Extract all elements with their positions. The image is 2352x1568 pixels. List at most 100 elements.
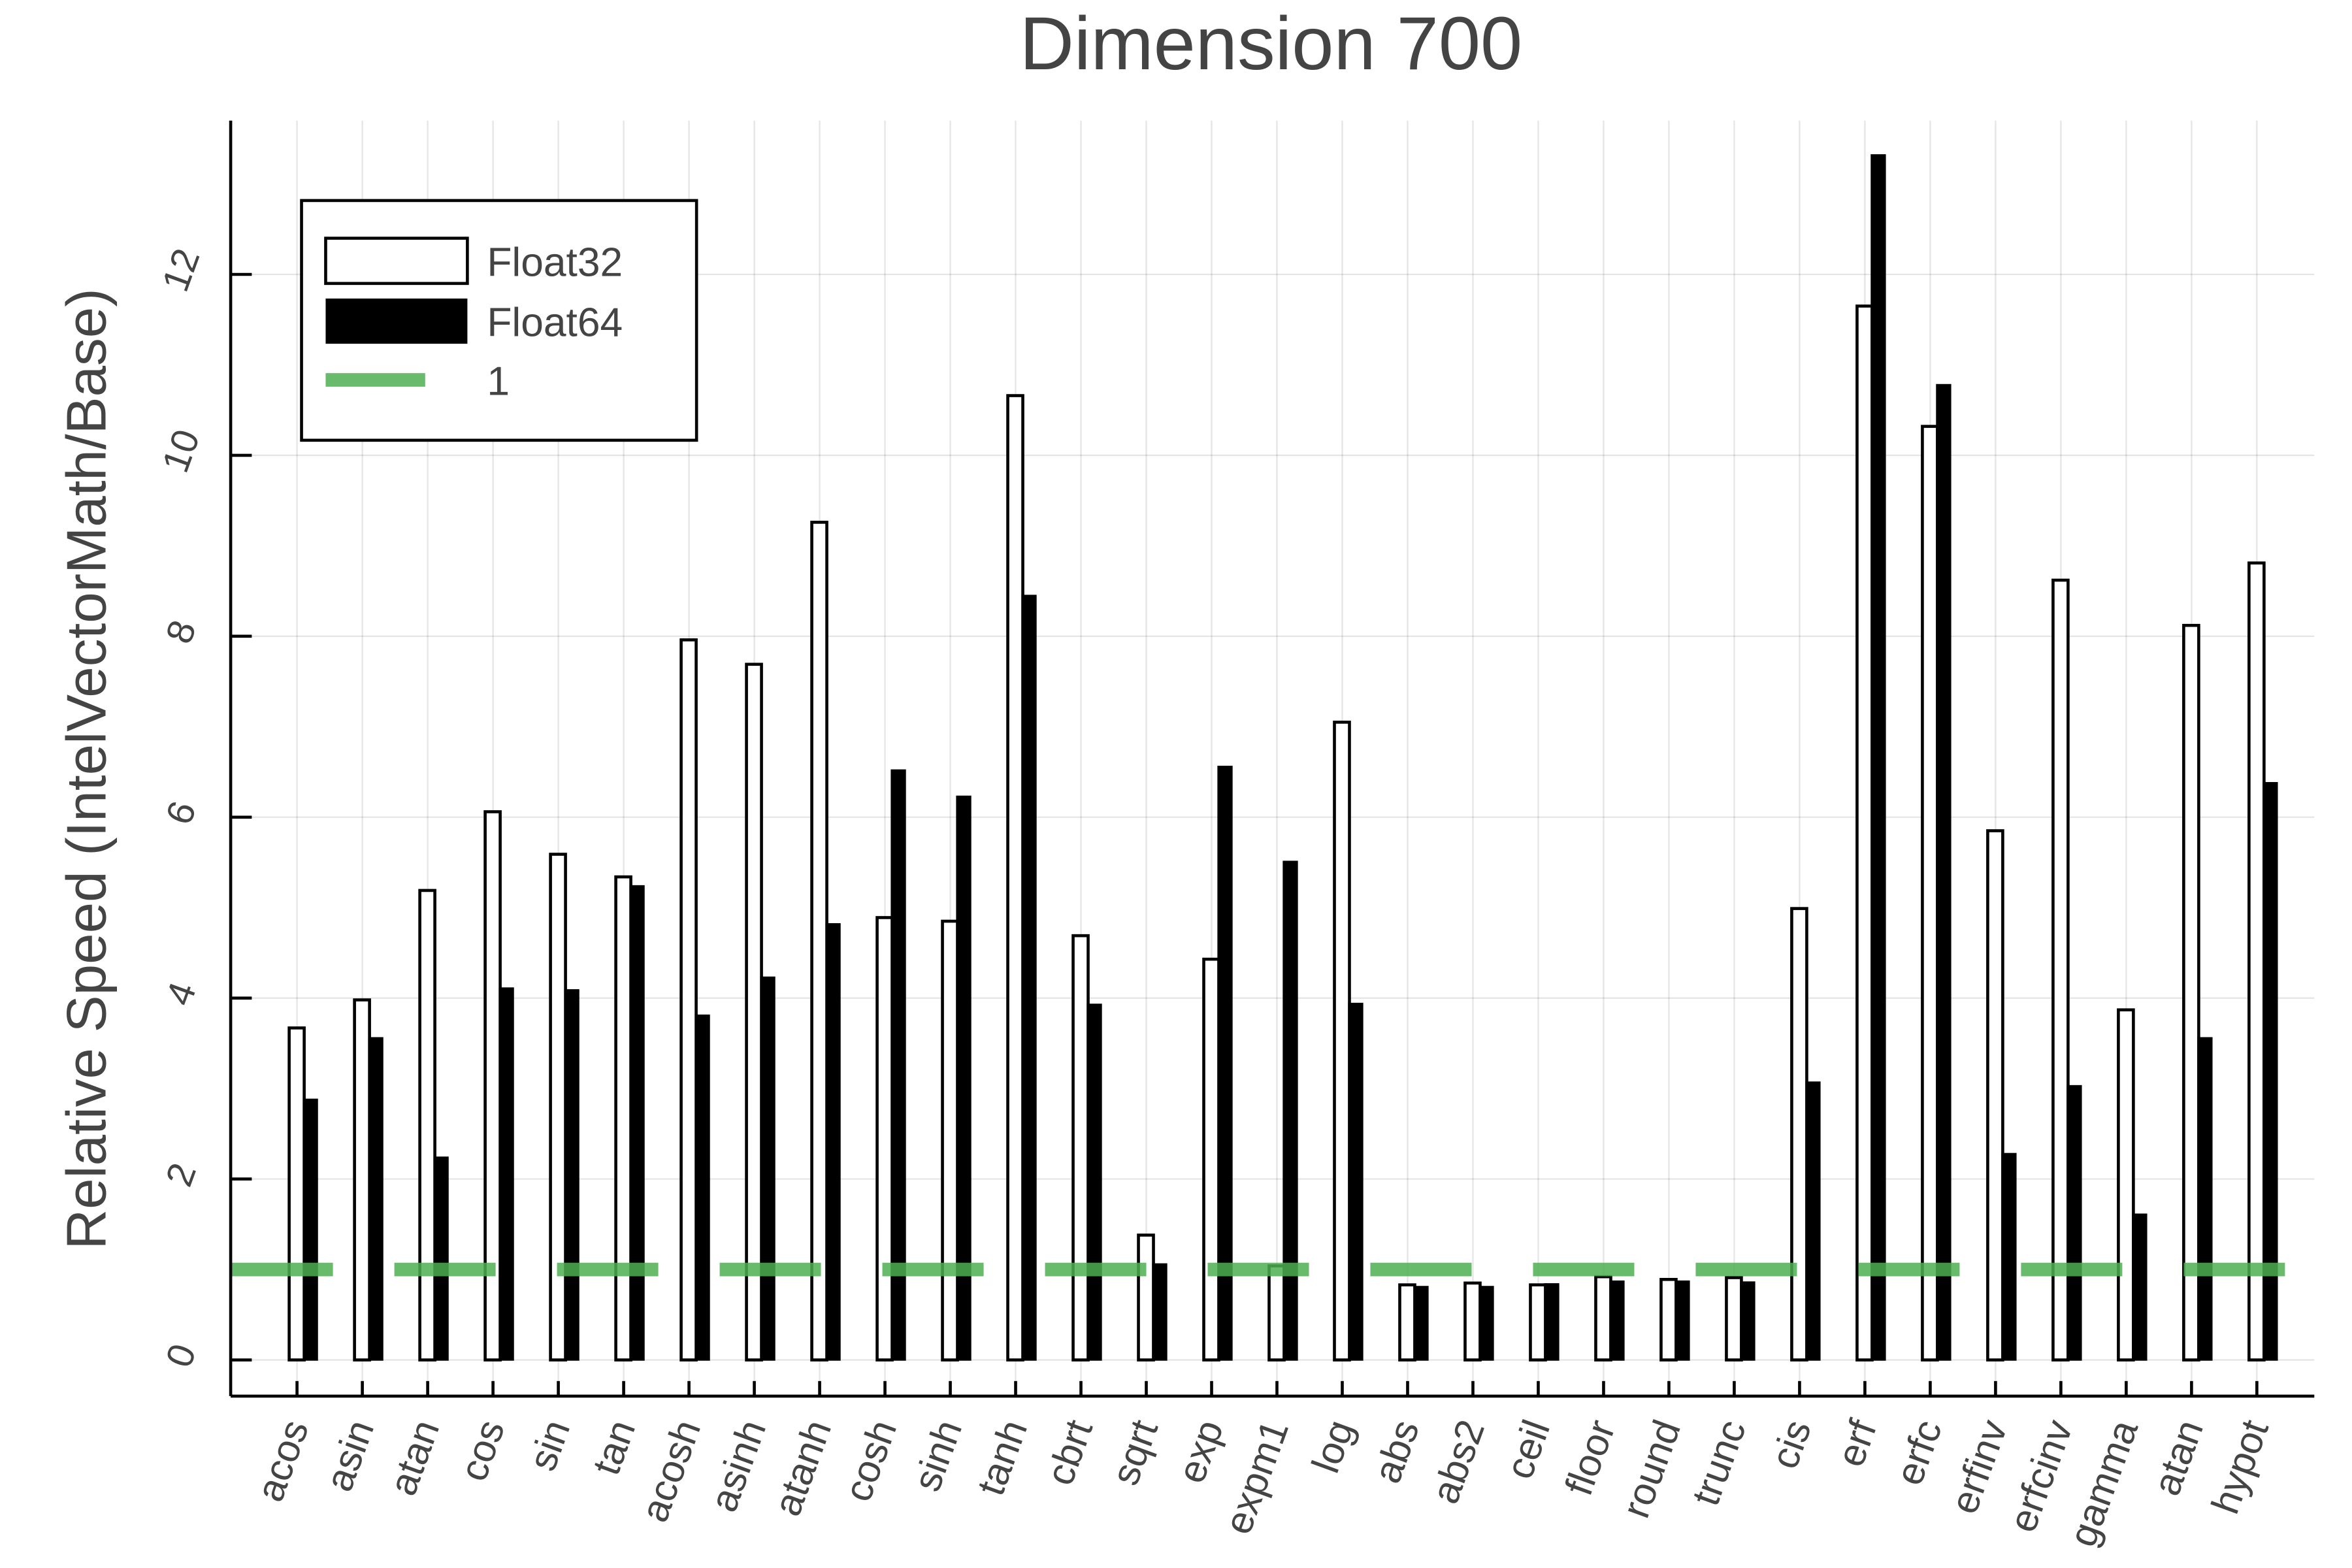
bar-float64-gamma bbox=[2132, 1213, 2148, 1361]
x-tick-label-abs2: abs2 bbox=[1423, 1414, 1493, 1509]
x-tick-label-acos: acos bbox=[248, 1414, 317, 1507]
bar-float32-abs2 bbox=[1463, 1281, 1482, 1362]
chart-title: Dimension 700 bbox=[1020, 2, 1523, 86]
x-tick-label-floor: floor bbox=[1556, 1414, 1624, 1501]
bar-float32-erfinv bbox=[1986, 829, 2004, 1362]
x-tick-label-sin: sin bbox=[520, 1414, 578, 1477]
bar-float64-trunc bbox=[1740, 1281, 1756, 1361]
bar-float32-sqrt bbox=[1137, 1233, 1155, 1362]
bar-float64-cos bbox=[498, 987, 514, 1361]
x-tick-label-atan: atan bbox=[2144, 1414, 2212, 1501]
x-tick-label-log: log bbox=[1303, 1414, 1362, 1478]
bar-float32-ceil bbox=[1529, 1283, 1547, 1362]
bar-float64-expm1 bbox=[1282, 860, 1298, 1361]
y-axis-label: Relative Speed (IntelVectorMath/Base) bbox=[56, 288, 118, 1249]
legend-label-float64: Float64 bbox=[487, 301, 623, 346]
bar-float32-erfcinv bbox=[2051, 578, 2070, 1362]
legend-label-reference: 1 bbox=[487, 359, 510, 404]
bar-float64-abs2 bbox=[1478, 1286, 1494, 1361]
x-tick-label-sinh: sinh bbox=[905, 1414, 971, 1497]
bar-float64-atan bbox=[433, 1156, 449, 1361]
x-tick-label-asin: asin bbox=[317, 1414, 383, 1497]
x-tick-label-exp: exp bbox=[1169, 1414, 1232, 1489]
bar-float32-asinh bbox=[745, 662, 763, 1362]
x-tick-label-cos: cos bbox=[451, 1414, 513, 1487]
bar-float64-cosh bbox=[890, 769, 906, 1361]
bar-float32-erfc bbox=[1921, 425, 1939, 1362]
bar-float32-acos bbox=[287, 1026, 306, 1362]
bar-float64-cbrt bbox=[1086, 1004, 1102, 1361]
bar-float64-log bbox=[1348, 1002, 1364, 1361]
bar-float64-acosh bbox=[694, 1014, 710, 1361]
bar-float32-cosh bbox=[875, 916, 894, 1362]
bar-float64-atan bbox=[2197, 1037, 2213, 1361]
legend-label-float32: Float32 bbox=[487, 240, 623, 285]
bar-float64-erfc bbox=[1936, 384, 1952, 1361]
bar-float64-floor bbox=[1609, 1280, 1625, 1361]
bar-float64-cis bbox=[1805, 1081, 1821, 1361]
bar-float32-atanh bbox=[810, 521, 828, 1362]
x-tick-label-abs: abs bbox=[1365, 1414, 1428, 1489]
bar-float32-asin bbox=[353, 998, 371, 1362]
x-tick-label-tanh: tanh bbox=[968, 1414, 1036, 1501]
x-tick-label-trunc: trunc bbox=[1684, 1414, 1755, 1511]
x-tick-label-cis: cis bbox=[1762, 1414, 1820, 1475]
y-tick-label: 8 bbox=[158, 615, 204, 649]
bar-float64-sqrt bbox=[1152, 1263, 1168, 1361]
bar-float64-ceil bbox=[1544, 1283, 1560, 1361]
bar-float64-sinh bbox=[956, 795, 972, 1361]
bar-float32-cos bbox=[483, 810, 502, 1362]
bar-float32-sinh bbox=[941, 919, 959, 1362]
bar-float32-floor bbox=[1594, 1275, 1612, 1362]
bar-float32-tanh bbox=[1006, 394, 1024, 1362]
bar-float64-asin bbox=[368, 1037, 384, 1361]
bar-float64-hypot bbox=[2262, 782, 2278, 1361]
x-tick-label-cosh: cosh bbox=[836, 1414, 905, 1507]
bar-float32-cbrt bbox=[1071, 934, 1090, 1362]
bar-float64-round bbox=[1674, 1280, 1690, 1361]
y-tick-label: 10 bbox=[154, 424, 208, 478]
bar-float32-hypot bbox=[2247, 561, 2266, 1362]
bar-float64-acos bbox=[302, 1098, 318, 1361]
bar-float32-expm1 bbox=[1267, 1264, 1286, 1362]
bar-float32-trunc bbox=[1725, 1276, 1743, 1362]
bar-float32-cis bbox=[1790, 907, 1808, 1362]
y-tick-label: 4 bbox=[158, 977, 204, 1011]
x-tick-label-erfc: erfc bbox=[1887, 1414, 1950, 1491]
x-tick-label-erfinv: erfinv bbox=[1942, 1414, 2016, 1520]
y-tick-label: 6 bbox=[158, 796, 204, 830]
x-tick-label-acosh: acosh bbox=[632, 1414, 710, 1527]
bar-float64-tan bbox=[629, 885, 645, 1361]
x-tick-label-erf: erf bbox=[1828, 1414, 1885, 1472]
bar-float32-exp bbox=[1202, 957, 1220, 1362]
bar-float32-atan bbox=[418, 889, 436, 1362]
x-tick-label-tan: tan bbox=[584, 1414, 644, 1480]
legend: Float32 Float64 1 bbox=[300, 199, 698, 442]
x-tick-label-ceil: ceil bbox=[1497, 1414, 1558, 1485]
x-tick-label-hypot: hypot bbox=[2203, 1414, 2277, 1519]
bar-float32-erf bbox=[1855, 304, 1874, 1362]
bar-float32-gamma bbox=[2117, 1008, 2135, 1362]
bar-float64-erf bbox=[1870, 154, 1886, 1361]
legend-swatch-float64 bbox=[325, 298, 468, 344]
y-tick-label: 12 bbox=[154, 243, 208, 297]
legend-swatch-float32 bbox=[324, 237, 469, 286]
x-tick-label-cbrt: cbrt bbox=[1037, 1414, 1101, 1490]
bar-float32-round bbox=[1659, 1277, 1678, 1362]
bar-float64-atanh bbox=[825, 923, 841, 1361]
y-tick-label: 2 bbox=[158, 1158, 204, 1192]
x-tick-label-asinh: asinh bbox=[701, 1414, 774, 1518]
bar-float32-log bbox=[1333, 721, 1351, 1362]
bar-float32-abs bbox=[1398, 1283, 1416, 1362]
x-tick-label-atanh: atanh bbox=[765, 1414, 840, 1522]
bar-float64-exp bbox=[1217, 766, 1233, 1361]
y-tick-label: 0 bbox=[158, 1339, 204, 1373]
bar-float64-sin bbox=[564, 989, 580, 1361]
bar-float64-abs bbox=[1413, 1286, 1429, 1361]
bar-float32-acosh bbox=[679, 638, 698, 1362]
bar-float64-asinh bbox=[760, 976, 776, 1361]
bar-float32-sin bbox=[549, 853, 567, 1362]
bar-float32-atan bbox=[2182, 623, 2200, 1362]
x-tick-label-sqrt: sqrt bbox=[1103, 1414, 1166, 1490]
